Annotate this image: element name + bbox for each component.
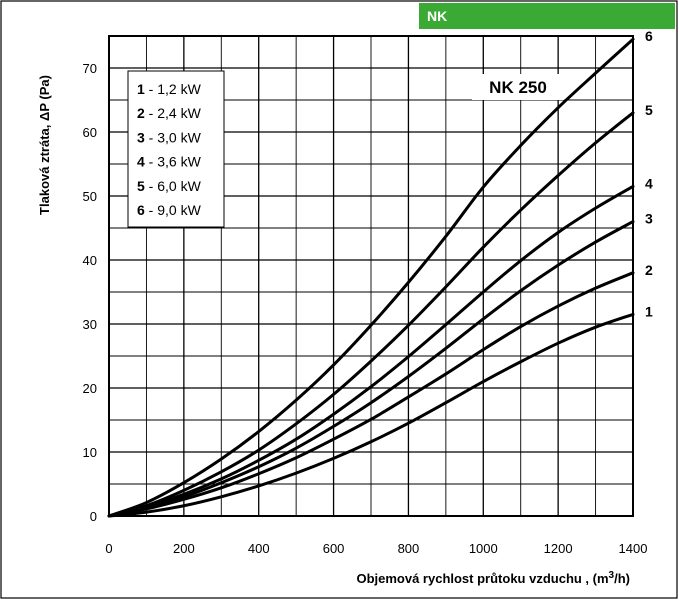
legend-entry-name: - 9,0 kW [145, 202, 202, 218]
y-tick-label: 10 [83, 445, 97, 460]
series-line-6 [107, 37, 635, 518]
legend-entry-4: 4 - 3,6 kW [137, 154, 202, 170]
series-line-2 [107, 271, 635, 518]
series-end-labels: 1 2 3 4 5 6 [645, 28, 653, 319]
x-tick-label: 600 [323, 541, 345, 556]
legend-entry-name: - 3,0 kW [145, 129, 202, 145]
y-tick-label: 0 [90, 509, 97, 524]
legend-entry-2: 2 - 2,4 kW [137, 105, 202, 121]
legend-entry-6: 6 - 9,0 kW [137, 202, 202, 218]
x-tick-label: 0 [105, 541, 112, 556]
y-tick-label: 70 [83, 61, 97, 76]
x-tick-label: 200 [173, 541, 195, 556]
series-end-label-1: 1 [645, 303, 653, 319]
x-tick-label: 1000 [469, 541, 498, 556]
y-tick-label: 30 [83, 317, 97, 332]
x-axis-title: Objemová rychlost průtoku vzduchu , (m3/… [356, 570, 630, 586]
section-badge [419, 3, 675, 29]
x-tick-label: 400 [248, 541, 270, 556]
series-end-label-6: 6 [645, 28, 653, 44]
legend-entry-number: 3 [137, 129, 145, 145]
model-label: NK 250 [489, 78, 547, 97]
series-end-label-4: 4 [645, 175, 653, 191]
y-axis-title: Tlaková ztráta, ΔP (Pa) [37, 75, 52, 215]
x-axis-ticks: 0 200 400 600 800 1000 1200 1400 [105, 541, 647, 556]
y-tick-label: 60 [83, 125, 97, 140]
legend-entry-number: 6 [137, 202, 145, 218]
y-axis-ticks: 0 10 20 30 40 50 60 70 [83, 61, 97, 524]
legend-entry-number: 2 [137, 105, 145, 121]
legend-entry-name: - 6,0 kW [145, 178, 202, 194]
series-end-label-3: 3 [645, 211, 653, 227]
series-line-5 [107, 111, 635, 518]
series-end-label-5: 5 [645, 102, 653, 118]
x-tick-label: 1200 [544, 541, 573, 556]
plot-area-border [108, 35, 634, 517]
model-label-box [472, 74, 564, 100]
x-axis-title-main: Objemová rychlost průtoku vzduchu , (m [356, 571, 608, 586]
legend-box [127, 70, 225, 228]
series-line-4 [107, 184, 635, 518]
series-line-1 [107, 312, 635, 518]
y-tick-label: 50 [83, 189, 97, 204]
x-axis-title-end: /h) [614, 571, 630, 586]
x-tick-label: 1400 [619, 541, 648, 556]
section-badge-label: NK [427, 8, 447, 24]
legend-entry-name: - 2,4 kW [145, 105, 202, 121]
legend-entry-number: 5 [137, 178, 145, 194]
series-line-3 [107, 220, 635, 518]
chart-legend: 1 - 1,2 kW2 - 2,4 kW3 - 3,0 kW4 - 3,6 kW… [127, 70, 225, 228]
legend-entry-name: - 3,6 kW [145, 154, 202, 170]
x-axis-title-sup: 3 [609, 570, 615, 581]
legend-entry-number: 4 [137, 154, 145, 170]
legend-entry-3: 3 - 3,0 kW [137, 129, 202, 145]
y-tick-label: 40 [83, 253, 97, 268]
x-tick-label: 800 [398, 541, 420, 556]
series-end-label-2: 2 [645, 262, 653, 278]
chart-series-lines [107, 37, 635, 518]
legend-entry-name: - 1,2 kW [145, 81, 202, 97]
legend-entry-1: 1 - 1,2 kW [137, 81, 202, 97]
y-tick-label: 20 [83, 381, 97, 396]
legend-entry-number: 1 [137, 81, 145, 97]
legend-entry-5: 5 - 6,0 kW [137, 178, 202, 194]
